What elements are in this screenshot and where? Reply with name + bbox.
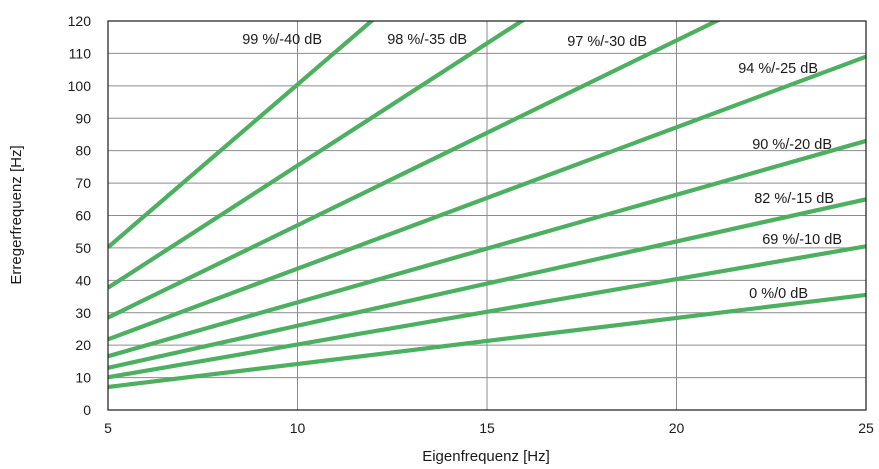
x-tick-label: 25 <box>858 420 874 436</box>
series-label-7: 69 %/-10 dB <box>762 232 842 248</box>
series-lines <box>108 21 866 390</box>
y-axis-title: Erregerfrequenz [Hz] <box>8 145 25 284</box>
y-tick-label: 0 <box>83 402 91 418</box>
y-tick-label: 80 <box>75 143 91 159</box>
plot-frame <box>107 20 867 411</box>
series-line-6 <box>108 197 866 370</box>
series-line-5 <box>108 138 866 359</box>
x-tick-label: 15 <box>479 420 495 436</box>
series-label-1: 99 %/-40 dB <box>242 32 322 48</box>
x-axis-title: Eigenfrequenz [Hz] <box>422 448 550 465</box>
y-tick-label: 20 <box>75 337 91 353</box>
series-line-8 <box>108 292 866 390</box>
series-label-2: 98 %/-35 dB <box>387 32 467 48</box>
y-tick-label: 50 <box>75 240 91 256</box>
series-labels: 99 %/-40 dB 98 %/-35 dB 97 %/-30 dB 94 %/-2… <box>242 32 842 302</box>
series-line-3 <box>108 21 722 320</box>
y-tick-label: 10 <box>75 370 91 386</box>
x-tick-label: 5 <box>104 420 112 436</box>
series-label-8: 0 %/0 dB <box>749 286 808 302</box>
y-tick-label: 70 <box>75 175 91 191</box>
y-tick-label: 40 <box>75 272 91 288</box>
y-tick-label: 90 <box>75 110 91 126</box>
y-axis-ticks: 0 10 20 30 40 50 60 70 80 90 100 110 120 <box>68 13 92 418</box>
y-tick-label: 110 <box>69 45 92 61</box>
x-axis-ticks: 5 10 15 20 25 <box>104 420 874 436</box>
y-tick-label: 60 <box>75 208 91 224</box>
series-line-4 <box>108 54 866 342</box>
series-label-6: 82 %/-15 dB <box>754 191 834 207</box>
series-line-2 <box>108 21 526 290</box>
series-line-7 <box>108 244 866 380</box>
series-line-1 <box>108 21 375 249</box>
y-tick-label: 100 <box>68 78 92 94</box>
y-tick-label: 120 <box>68 13 92 29</box>
x-tick-label: 20 <box>669 420 685 436</box>
x-tick-label: 10 <box>290 420 306 436</box>
series-label-4: 94 %/-25 dB <box>738 61 818 77</box>
y-tick-label: 30 <box>75 305 91 321</box>
series-label-5: 90 %/-20 dB <box>752 137 832 153</box>
series-label-3: 97 %/-30 dB <box>567 34 647 50</box>
